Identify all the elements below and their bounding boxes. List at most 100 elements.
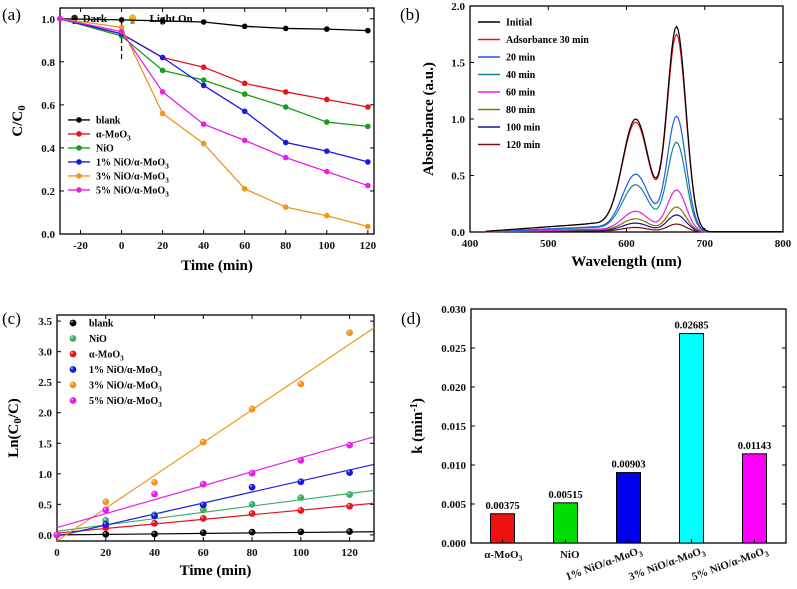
panel-c-xtick-label: 100 bbox=[293, 547, 310, 559]
panel-d-category-label: α-MoO3 bbox=[484, 549, 522, 563]
subscript: 0 bbox=[16, 105, 28, 110]
legend-b-label: 60 min bbox=[506, 88, 536, 99]
legend-a-label: blank bbox=[96, 115, 121, 126]
panel-c-ytick-label: 0.5 bbox=[38, 499, 52, 511]
legend-c-label: 5% NiO/α-MoO3 bbox=[89, 396, 162, 409]
legend-c-marker-highlight bbox=[70, 367, 74, 370]
panel-c-point bbox=[151, 512, 158, 520]
panel-a-point bbox=[323, 119, 330, 125]
panel-c-point bbox=[248, 405, 256, 413]
panel-b-ytick-label: 2.0 bbox=[451, 1, 465, 13]
panel-c-point-highlight bbox=[201, 516, 204, 519]
panel-b-ytick-label: 1.5 bbox=[451, 58, 465, 70]
subscript: 3 bbox=[158, 370, 162, 378]
legend-b-label: 40 min bbox=[506, 70, 536, 81]
panel-c-point bbox=[346, 491, 354, 498]
panel-c-ytick-label: 1.0 bbox=[38, 469, 52, 481]
legend-c-marker-highlight bbox=[70, 336, 74, 339]
panel-c-point-highlight bbox=[152, 480, 155, 483]
panel-a-point bbox=[282, 204, 289, 210]
panel-b-spectrum bbox=[485, 115, 783, 233]
panel-b-xtick-label: 800 bbox=[775, 238, 792, 250]
panel-a-xlabel: Time (min) bbox=[181, 258, 253, 274]
panel-b: 400 500 600 700 800 0.0 0.5 1.0 1.5 2.0 (b) Wavelen… bbox=[400, 1, 792, 270]
subscript: 3 bbox=[120, 355, 124, 363]
panel-d-value-label: 0.00375 bbox=[485, 501, 519, 512]
panel-b-xtick-label: 700 bbox=[697, 238, 714, 250]
legend-a-label: 1% NiO/α-MoO3 bbox=[96, 157, 169, 170]
panel-b-xlabel: Wavelength (nm) bbox=[571, 254, 681, 270]
legend-b-label: 100 min bbox=[506, 123, 541, 134]
panel-c-point bbox=[102, 506, 110, 514]
panel-a-ylabel: C/C0 bbox=[10, 105, 28, 136]
subscript: 3 bbox=[700, 549, 707, 559]
panel-c-point-highlight bbox=[103, 517, 106, 521]
panel-c-point bbox=[346, 329, 354, 337]
panel-d-bar bbox=[616, 472, 641, 544]
panel-c-xtick-label: 0 bbox=[54, 547, 60, 559]
panel-a-point bbox=[241, 108, 248, 115]
subscript: 3 bbox=[637, 549, 644, 559]
panel-c-ytick-label: 1.5 bbox=[38, 438, 52, 450]
legend-c-marker-highlight bbox=[70, 320, 74, 323]
panel-d-bar bbox=[679, 333, 704, 544]
panel-d-ytick-label: 0.010 bbox=[441, 460, 466, 472]
legend-c-label: 1% NiO/α-MoO3 bbox=[89, 365, 162, 378]
panel-c-point-highlight bbox=[201, 530, 204, 533]
panel-b-ytick-label: 1.0 bbox=[451, 114, 465, 126]
subscript: 3 bbox=[158, 386, 162, 394]
legend-c-marker bbox=[69, 335, 77, 342]
panel-a-point bbox=[365, 123, 371, 130]
panel-a-point bbox=[323, 96, 330, 103]
legend-c-marker-highlight bbox=[70, 398, 74, 401]
panel-c-point bbox=[346, 502, 354, 510]
panel-a-point bbox=[200, 77, 207, 83]
panel-a-xtick-label: 20 bbox=[157, 240, 169, 252]
panel-c-ylabel: Ln(C0/C) bbox=[6, 398, 24, 458]
panel-d: 0.000 0.005 0.010 0.015 0.020 0.025 0.030 (d) k … bbox=[401, 304, 787, 583]
panel-c-point-highlight bbox=[347, 330, 350, 333]
panel-b-ytick-label: 0.0 bbox=[451, 227, 465, 239]
panel-d-ylabel: k (min-1) bbox=[409, 398, 426, 454]
panel-c-point bbox=[151, 530, 158, 538]
panel-d-value-label: 0.00903 bbox=[611, 460, 645, 471]
panel-a-point bbox=[365, 182, 371, 189]
panel-c-point-highlight bbox=[298, 479, 301, 482]
text-run: blank bbox=[96, 115, 121, 126]
panel-a-point bbox=[282, 25, 289, 32]
panel-c-fit-line bbox=[57, 327, 374, 541]
text-run: α-MoO bbox=[89, 350, 120, 361]
panel-c-point bbox=[248, 483, 256, 491]
panel-d-ytick-label: 0.030 bbox=[441, 304, 466, 316]
legend-c-label: blank bbox=[89, 319, 114, 330]
legend-c-marker-highlight bbox=[70, 351, 74, 354]
panel-c-point bbox=[151, 519, 158, 527]
panel-c-point-highlight bbox=[249, 511, 253, 514]
legend-c-marker bbox=[69, 397, 77, 404]
panel-c-point-highlight bbox=[249, 529, 253, 533]
legend-c-marker bbox=[69, 366, 77, 373]
panel-a-series-line bbox=[59, 18, 369, 187]
text-run: 5% NiO/α-MoO bbox=[96, 185, 165, 196]
panel-a-point bbox=[365, 27, 371, 34]
text-run: α-MoO bbox=[96, 129, 127, 140]
panel-c-xtick-label: 20 bbox=[100, 547, 112, 559]
panel-d-value-label: 0.02685 bbox=[674, 321, 708, 332]
legend-a-label: 5% NiO/α-MoO3 bbox=[96, 185, 169, 198]
light-bulb-base bbox=[130, 21, 135, 24]
panel-b-xtick-label: 600 bbox=[618, 238, 635, 250]
panel-c-point-highlight bbox=[249, 502, 253, 505]
legend-c-marker-highlight bbox=[70, 382, 74, 385]
panel-a-ytick-label: 0.0 bbox=[41, 229, 55, 241]
panel-c-point bbox=[248, 510, 256, 517]
panel-c-ytick-label: 2.5 bbox=[38, 377, 52, 389]
panel-a-point bbox=[241, 91, 248, 97]
panel-a-point bbox=[200, 19, 207, 25]
panel-c-ytick-label: 3.0 bbox=[38, 347, 52, 359]
panel-a-point bbox=[200, 82, 207, 89]
panel-b-ylabel: Absorbance (a.u.) bbox=[421, 62, 437, 176]
panel-a-point bbox=[118, 24, 125, 31]
panel-a-frame bbox=[59, 7, 375, 235]
panel-c-fit-line bbox=[57, 436, 374, 529]
panel-b-ytick-label: 0.5 bbox=[451, 171, 465, 183]
